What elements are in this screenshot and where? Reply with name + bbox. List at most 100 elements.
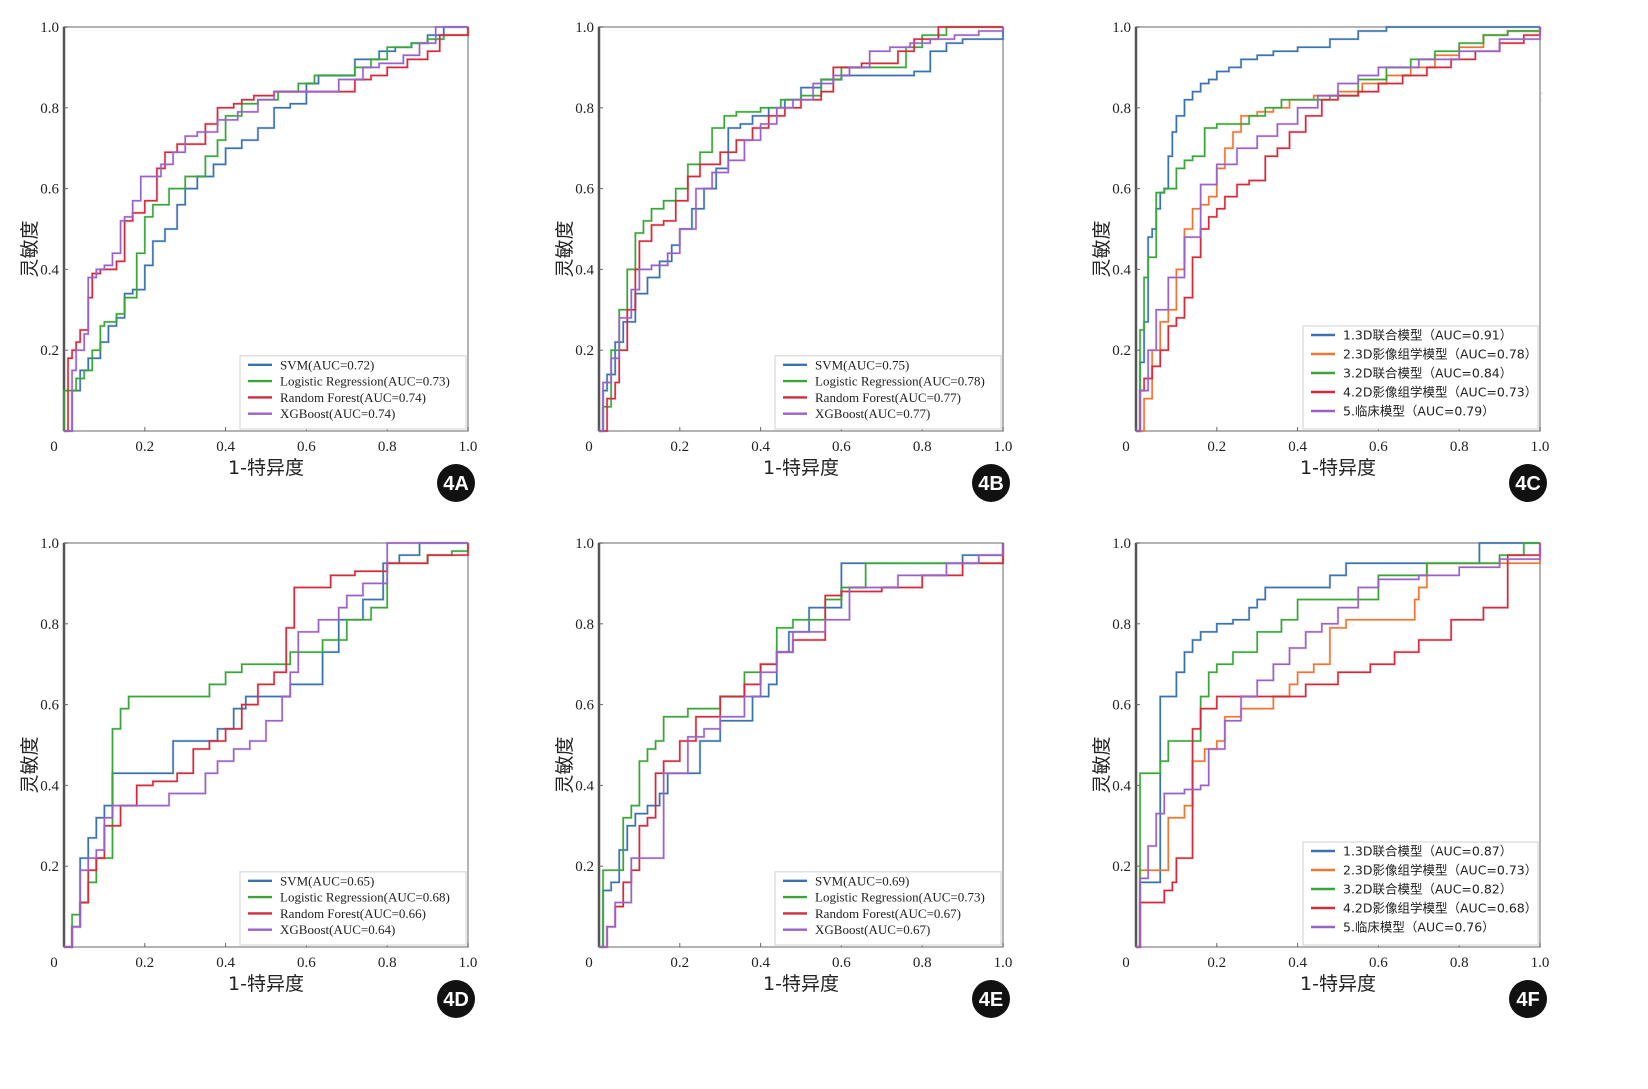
roc-curve-blue [1136, 542, 1540, 948]
roc-chart-svg: 0 0.2 0.4 0.6 0.8 1.0 0.2 0.4 0.6 0.8 1.0 1-特异度 灵敏度 1… [1091, 20, 1550, 502]
legend-item: Random Forest(AUC=0.66) [248, 906, 426, 921]
y-tick-label: 0.2 [1112, 859, 1131, 875]
x-tick-label: 1.0 [459, 439, 478, 455]
x-tick-label: 0.2 [670, 955, 689, 971]
x-tick-label: 0 [1122, 439, 1130, 455]
series-group [599, 25, 1005, 433]
x-tick-label: 0.6 [1369, 955, 1388, 971]
roc-chart-svg: 0 0.2 0.4 0.6 0.8 1.0 0.2 0.4 0.6 0.8 1.0 1-特异度 灵敏度 S… [19, 536, 477, 1018]
x-tick-label: 1.0 [1531, 439, 1550, 455]
panel-badge: 4B [972, 464, 1010, 502]
legend-item: Random Forest(AUC=0.74) [248, 390, 426, 405]
x-tick-label: 0 [50, 955, 58, 971]
legend-label: Logistic Regression(AUC=0.68) [280, 890, 450, 905]
series-group [64, 541, 470, 949]
legend-label: Random Forest(AUC=0.67) [815, 906, 961, 921]
legend-label: 3.2D联合模型（AUC=0.82） [1343, 882, 1512, 897]
series-group [1136, 25, 1542, 433]
panel-badge-circle [437, 464, 475, 502]
x-tick-label: 0.4 [751, 955, 770, 971]
roc-chart-svg: 0 0.2 0.4 0.6 0.8 1.0 0.2 0.4 0.6 0.8 1.0 1-特异度 灵敏度 S… [19, 20, 478, 502]
legend-item: Logistic Regression(AUC=0.78) [783, 374, 985, 389]
y-tick-label: 0.8 [575, 617, 594, 633]
panel-badge-label: 4C [1515, 473, 1541, 495]
y-tick-label: 0.4 [1112, 778, 1131, 794]
x-tick-label: 0.2 [1207, 439, 1226, 455]
roc-curve-orange [1136, 27, 1541, 432]
y-tick-label: 0.8 [40, 101, 59, 117]
x-tick-label: 0.8 [1450, 439, 1469, 455]
roc-curve-red [1136, 543, 1541, 948]
x-axis-label: 1-特异度 [1300, 457, 1376, 479]
x-axis-label: 1-特异度 [763, 973, 839, 995]
roc-curve-blue [1136, 26, 1540, 432]
legend-label: 1.3D联合模型（AUC=0.91） [1343, 328, 1512, 343]
legend-item: XGBoost(AUC=0.64) [248, 922, 395, 937]
roc-curve-blue [599, 27, 1004, 432]
roc-curve-purple [599, 27, 1004, 432]
legend-label: Random Forest(AUC=0.66) [280, 906, 426, 921]
roc-curve-purple [1136, 543, 1541, 948]
y-axis-label: 灵敏度 [1091, 736, 1113, 793]
x-tick-label: 0.8 [1450, 955, 1469, 971]
panel-badge: 4D [437, 980, 475, 1018]
legend-box [1302, 325, 1539, 430]
legend-item: SVM(AUC=0.75) [783, 357, 909, 372]
panel-badge: 4A [437, 464, 475, 502]
x-tick-label: 0.4 [1288, 439, 1307, 455]
x-tick-label: 0.8 [913, 439, 932, 455]
roc-chart-svg: 0 0.2 0.4 0.6 0.8 1.0 0.2 0.4 0.6 0.8 1.0 1-特异度 灵敏度 S… [554, 536, 1012, 1018]
x-tick-label: 0.6 [832, 955, 851, 971]
y-tick-label: 0.6 [575, 698, 594, 714]
x-tick-label: 0 [585, 955, 593, 971]
roc-curve-red [1136, 27, 1541, 432]
x-tick-label: 0 [1122, 955, 1130, 971]
roc-panel-4f: 0 0.2 0.4 0.6 0.8 1.0 0.2 0.4 0.6 0.8 1.0 1-特异度 灵敏度 1… [1072, 516, 1612, 1036]
roc-curve-green [63, 27, 469, 431]
y-tick-label: 1.0 [575, 536, 594, 552]
x-tick-label: 0 [585, 439, 593, 455]
x-tick-label: 0.8 [913, 955, 932, 971]
legend-label: 2.3D影像组学模型（AUC=0.73） [1343, 863, 1537, 878]
x-tick-label: 0.4 [216, 955, 235, 971]
x-tick-label: 0.2 [670, 439, 689, 455]
series-group [62, 25, 470, 433]
x-tick-label: 1.0 [994, 439, 1013, 455]
legend-label: Logistic Regression(AUC=0.78) [815, 374, 985, 389]
legend-label: SVM(AUC=0.72) [280, 357, 374, 372]
panel-badge-label: 4F [1516, 989, 1539, 1011]
legend-label: Logistic Regression(AUC=0.73) [815, 890, 985, 905]
x-tick-label: 0.8 [378, 439, 397, 455]
legend-item: 5.临床模型（AUC=0.76） [1311, 920, 1495, 935]
y-tick-label: 0.4 [40, 778, 59, 794]
x-tick-label: 0.2 [135, 439, 154, 455]
legend: 1.3D联合模型（AUC=0.91） 2.3D影像组学模型（AUC=0.78） 3.… [1302, 325, 1539, 430]
roc-curve-purple [64, 26, 468, 432]
roc-chart-svg: 0 0.2 0.4 0.6 0.8 1.0 0.2 0.4 0.6 0.8 1.0 1-特异度 灵敏度 1… [1091, 536, 1549, 1018]
y-tick-label: 0.2 [40, 343, 59, 359]
legend-item: SVM(AUC=0.72) [248, 357, 374, 372]
legend-item: XGBoost(AUC=0.74) [248, 406, 395, 421]
legend-item: 2.3D影像组学模型（AUC=0.73） [1311, 863, 1537, 878]
series-group [599, 543, 1005, 949]
legend-item: 5.临床模型（AUC=0.79） [1311, 404, 1495, 419]
legend-label: Random Forest(AUC=0.77) [815, 390, 961, 405]
legend-label: Logistic Regression(AUC=0.73) [280, 374, 450, 389]
roc-curve-red [599, 26, 1003, 432]
panel-badge-circle [972, 464, 1010, 502]
legend: SVM(AUC=0.75) Logistic Regression(AUC=0.7… [774, 355, 1002, 430]
legend-label: 3.2D联合模型（AUC=0.84） [1343, 366, 1512, 381]
legend-item: Logistic Regression(AUC=0.68) [248, 890, 450, 905]
roc-curve-green [1136, 27, 1541, 432]
legend-box [774, 871, 1002, 946]
y-tick-label: 0.6 [1112, 698, 1131, 714]
legend-label: 4.2D影像组学模型（AUC=0.68） [1343, 901, 1537, 916]
legend-item: 1.3D联合模型（AUC=0.91） [1311, 328, 1512, 343]
legend: SVM(AUC=0.65) Logistic Regression(AUC=0.6… [239, 871, 467, 946]
legend-label: Random Forest(AUC=0.74) [280, 390, 426, 405]
roc-curve-purple [1136, 27, 1541, 432]
legend-item: 1.3D联合模型（AUC=0.87） [1311, 844, 1512, 859]
roc-curve-purple [64, 542, 468, 948]
legend-item: SVM(AUC=0.65) [248, 873, 374, 888]
x-tick-label: 0.2 [135, 955, 154, 971]
